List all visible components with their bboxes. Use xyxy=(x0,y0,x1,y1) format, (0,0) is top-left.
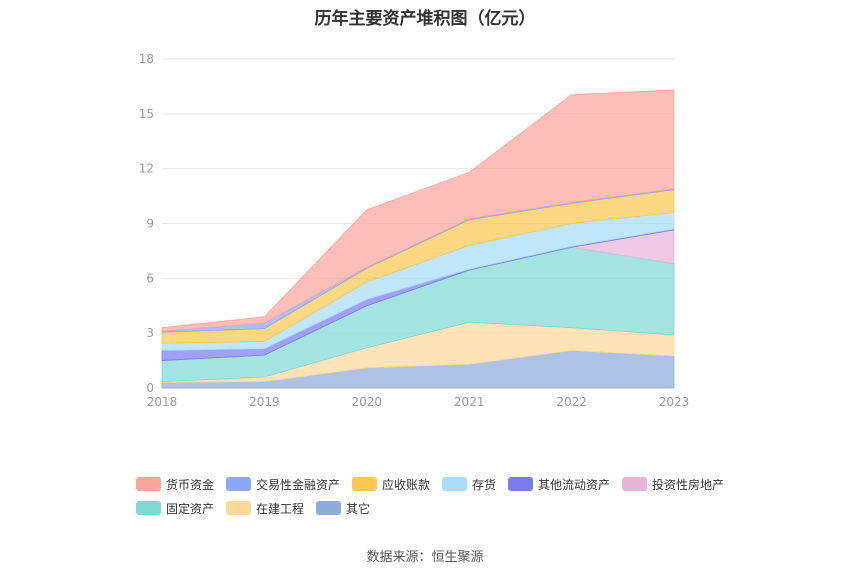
legend-item[interactable]: 在建工程 xyxy=(226,500,304,517)
x-tick-label: 2020 xyxy=(352,395,383,409)
x-tick-label: 2018 xyxy=(147,395,178,409)
legend-swatch xyxy=(352,477,377,491)
y-tick-label: 9 xyxy=(146,217,154,231)
y-tick-label: 3 xyxy=(146,326,154,340)
x-tick-label: 2022 xyxy=(556,395,587,409)
axis-group: 0 3 6 9 12 15 18 2018 2019 2020 2021 2022 2023 xyxy=(139,52,690,409)
legend-swatch xyxy=(442,477,467,491)
legend-label: 投资性房地产 xyxy=(652,477,725,492)
legend-swatch xyxy=(136,501,161,515)
legend-label: 应收账款 xyxy=(382,477,431,492)
legend-swatch xyxy=(316,501,342,515)
legend-row: 固定资产 在建工程 其它 xyxy=(136,496,736,520)
data-source-note: 数据来源：恒生聚源 xyxy=(366,550,484,565)
area-series-货币资金[interactable] xyxy=(161,89,675,332)
y-tick-label: 6 xyxy=(146,271,154,285)
y-tick-label: 0 xyxy=(146,381,154,395)
legend-swatch xyxy=(136,477,161,491)
area-series-group xyxy=(161,89,675,389)
legend-label: 交易性金融资产 xyxy=(256,477,341,492)
legend-item[interactable]: 固定资产 xyxy=(136,500,214,517)
legend-label: 其它 xyxy=(346,501,371,516)
legend-swatch xyxy=(508,477,533,491)
y-tick-label: 12 xyxy=(139,162,154,176)
legend-item[interactable]: 货币资金 xyxy=(136,476,214,493)
legend-item[interactable]: 交易性金融资产 xyxy=(226,476,340,493)
y-tick-label: 15 xyxy=(139,107,154,121)
x-tick-label: 2019 xyxy=(249,395,280,409)
legend-item[interactable]: 其它 xyxy=(316,500,370,517)
legend-item[interactable]: 应收账款 xyxy=(352,476,430,493)
legend-label: 其他流动资产 xyxy=(538,477,611,492)
legend-label: 固定资产 xyxy=(166,501,215,516)
legend-label: 货币资金 xyxy=(166,477,215,492)
x-tick-label: 2021 xyxy=(454,395,485,409)
chart-title: 历年主要资产堆积图（亿元） xyxy=(314,9,536,29)
legend-swatch xyxy=(226,501,252,515)
legend-row: 货币资金 交易性金融资产 应收账款 存货 其他流动资产 投资性房地产 xyxy=(136,472,736,496)
legend-item[interactable]: 投资性房地产 xyxy=(622,476,724,493)
legend-item[interactable]: 存货 xyxy=(442,476,496,493)
legend-label: 在建工程 xyxy=(256,501,305,516)
legend-swatch xyxy=(622,477,647,491)
stacked-area-chart: 0 3 6 9 12 15 18 2018 2019 2020 2021 2022 2023 xyxy=(139,52,690,409)
legend-label: 存货 xyxy=(471,477,496,492)
legend-item[interactable]: 其他流动资产 xyxy=(508,476,610,493)
y-tick-label: 18 xyxy=(139,52,154,66)
legend-swatch xyxy=(226,477,251,491)
x-tick-label: 2023 xyxy=(659,395,690,409)
chart-legend: 货币资金 交易性金融资产 应收账款 存货 其他流动资产 投资性房地产固定资产 在建工程 其它 xyxy=(136,472,736,520)
